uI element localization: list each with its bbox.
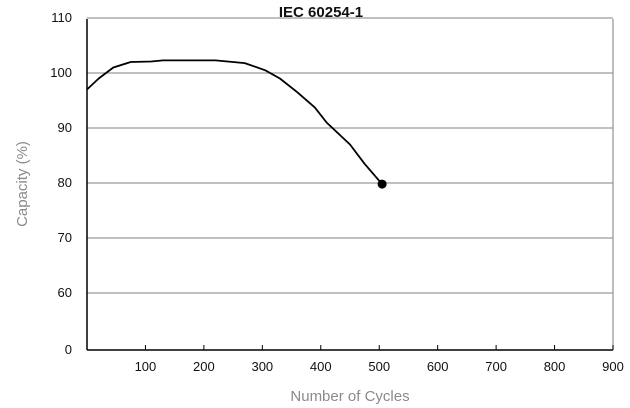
- x-tick-label-600: 600: [427, 359, 449, 374]
- axes: [86, 19, 614, 351]
- y-axis-label: Capacity (%): [14, 141, 31, 227]
- chart-title: IEC 60254-1: [279, 4, 363, 21]
- plot-area: [87, 19, 613, 350]
- x-tick-label-500: 500: [368, 359, 390, 374]
- y-tick-label-100: 100: [50, 65, 72, 80]
- y-tick-label-110: 110: [51, 10, 72, 25]
- series-group: [86, 59, 387, 189]
- y-tick-label-70: 70: [58, 230, 72, 245]
- y-tick-label-90: 90: [58, 120, 72, 135]
- x-axis-label: Number of Cycles: [290, 388, 409, 405]
- x-tick-label-700: 700: [485, 359, 507, 374]
- y-tick-label-0: 0: [65, 342, 72, 357]
- y-tick-label-60: 60: [58, 285, 72, 300]
- x-tick-label-200: 200: [193, 359, 215, 374]
- x-tick-label-100: 100: [135, 359, 157, 374]
- x-tick-label-900: 900: [602, 359, 624, 374]
- x-tick-label-400: 400: [310, 359, 332, 374]
- series-line-0: [86, 59, 383, 185]
- y-tick-label-80: 80: [58, 175, 72, 190]
- x-tick-label-800: 800: [544, 359, 566, 374]
- y-tick-labels: 0 60 70 80 90 100 110: [50, 10, 72, 357]
- x-tick-label-300: 300: [251, 359, 273, 374]
- series-end-point-0: [377, 179, 387, 189]
- grid-lines: [87, 17, 613, 294]
- x-tick-labels: 100 200 300 400 500 600 700 800 900: [135, 345, 624, 374]
